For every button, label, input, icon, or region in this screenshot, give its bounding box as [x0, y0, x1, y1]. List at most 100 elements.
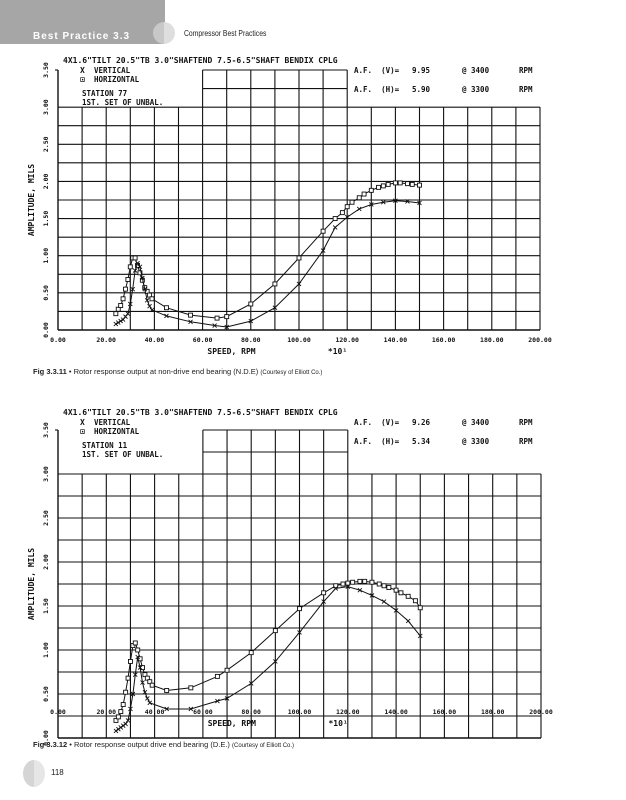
data-point-horizontal: [340, 581, 346, 587]
af-speed: @ 3400: [462, 418, 490, 427]
data-point-vertical: [345, 584, 351, 589]
legend-symbol: ⊡: [80, 75, 85, 84]
data-point-vertical: [147, 700, 153, 706]
caption-number: Fig 3.3.12: [33, 740, 68, 749]
data-point-horizontal: [412, 598, 418, 604]
caption-bullet: •: [69, 740, 72, 749]
data-point-vertical: [417, 633, 423, 639]
data-point-horizontal: [214, 315, 220, 321]
y-tick-label: 3.50: [42, 422, 50, 438]
data-point-vertical: [145, 696, 150, 701]
af-label: A.F. (H)=: [354, 437, 400, 446]
y-tick-label: 0.00: [42, 730, 50, 746]
data-point-vertical: [132, 268, 138, 273]
data-point-horizontal: [345, 580, 351, 586]
data-point-vertical: [188, 319, 193, 325]
legend-symbol: X: [80, 418, 85, 427]
data-point-vertical: [144, 297, 150, 303]
data-point-horizontal: [362, 578, 368, 584]
data-point-horizontal: [320, 228, 326, 234]
chart-title: 4X1.6"TILT 20.5"TB 3.0"SHAFTEND 7.5-6.5"…: [63, 408, 338, 417]
x-tick-label: 0.00: [50, 336, 66, 344]
data-point-horizontal: [127, 264, 133, 270]
data-point-horizontal: [350, 579, 356, 585]
y-axis-label: AMPLITUDE, MILS: [27, 548, 36, 620]
data-point-horizontal: [405, 181, 410, 187]
data-point-horizontal: [272, 628, 278, 634]
data-point-horizontal: [149, 296, 155, 302]
data-point-horizontal: [332, 216, 338, 222]
data-point-vertical: [248, 681, 254, 686]
legend-label: HORIZONTAL: [94, 75, 140, 84]
running-title: Compressor Best Practices: [184, 29, 267, 38]
data-point-horizontal: [397, 180, 403, 186]
af-unit: RPM: [519, 66, 533, 75]
data-point-horizontal: [224, 314, 230, 320]
data-point-vertical: [130, 286, 136, 292]
data-point-horizontal: [405, 593, 411, 599]
data-point-vertical: [224, 696, 230, 701]
x-tick-label: 40.00: [145, 708, 165, 716]
y-tick-label: 2.00: [42, 174, 50, 190]
section-tab-decoration: [153, 22, 175, 44]
data-point-vertical: [120, 723, 126, 728]
data-point-horizontal: [344, 204, 350, 210]
data-point-vertical: [164, 313, 169, 319]
x-tick-label: 120.00: [336, 708, 360, 716]
x-tick-label: 20.00: [97, 708, 117, 716]
caption-bullet: •: [68, 367, 72, 376]
data-point-horizontal: [248, 301, 254, 307]
af-unit: RPM: [519, 85, 533, 94]
data-point-horizontal: [125, 277, 131, 282]
x-tick-label: 0.00: [50, 708, 66, 716]
caption-credit: (Courtesy of Elliott Co.): [260, 370, 323, 376]
af-value: 9.95: [412, 66, 430, 75]
unbalance-label: 1ST. SET OF UNBAL.: [82, 450, 163, 459]
af-value: 5.34: [412, 437, 431, 446]
caption-text: Rotor response output drive end bearing …: [74, 740, 230, 749]
y-tick-label: 3.50: [42, 62, 50, 78]
station-label: STATION 77: [82, 89, 127, 98]
data-point-horizontal: [214, 673, 220, 679]
data-point-horizontal: [296, 255, 302, 261]
data-point-vertical: [115, 320, 121, 325]
x-tick-label: 60.00: [193, 708, 213, 716]
y-tick-label: 0.50: [42, 686, 50, 702]
chart-title: 4X1.6"TILT 20.5"TB 3.0"SHAFTEND 7.5-6.5"…: [63, 56, 338, 65]
x-tick-label: 100.00: [288, 708, 312, 716]
data-point-vertical: [116, 726, 121, 732]
page-number: 118: [51, 768, 64, 777]
data-point-vertical: [147, 303, 152, 309]
data-point-horizontal: [368, 187, 374, 193]
y-tick-label: 0.50: [42, 285, 50, 301]
data-point-vertical: [127, 301, 133, 307]
x-tick-label: 20.00: [96, 336, 116, 344]
af-value: 9.26: [412, 418, 431, 427]
data-point-vertical: [215, 698, 220, 704]
y-tick-label: 3.00: [42, 99, 50, 115]
data-point-vertical: [125, 718, 131, 723]
x-tick-label: 100.00: [287, 336, 311, 344]
data-point-horizontal: [118, 303, 124, 308]
x-tick-label: 80.00: [241, 336, 261, 344]
data-point-vertical: [332, 225, 338, 230]
y-tick-label: 1.50: [42, 598, 50, 614]
y-tick-label: 1.00: [42, 642, 50, 658]
data-point-horizontal: [132, 255, 138, 261]
data-point-horizontal: [398, 590, 404, 596]
af-unit: RPM: [519, 437, 533, 446]
x-axis-multiplier: *10¹: [328, 347, 347, 356]
data-point-vertical: [128, 706, 133, 712]
data-point-vertical: [118, 318, 123, 324]
af-speed: @ 3400: [462, 66, 490, 75]
y-tick-label: 1.50: [42, 211, 50, 227]
data-point-vertical: [320, 248, 326, 253]
section-band: [0, 0, 165, 44]
figure-caption-3-3-12: Fig 3.3.12 • Rotor response output drive…: [33, 740, 294, 749]
data-point-horizontal: [376, 581, 382, 587]
data-point-vertical: [272, 305, 278, 311]
legend-label: HORIZONTAL: [94, 427, 140, 436]
data-point-horizontal: [417, 605, 423, 611]
